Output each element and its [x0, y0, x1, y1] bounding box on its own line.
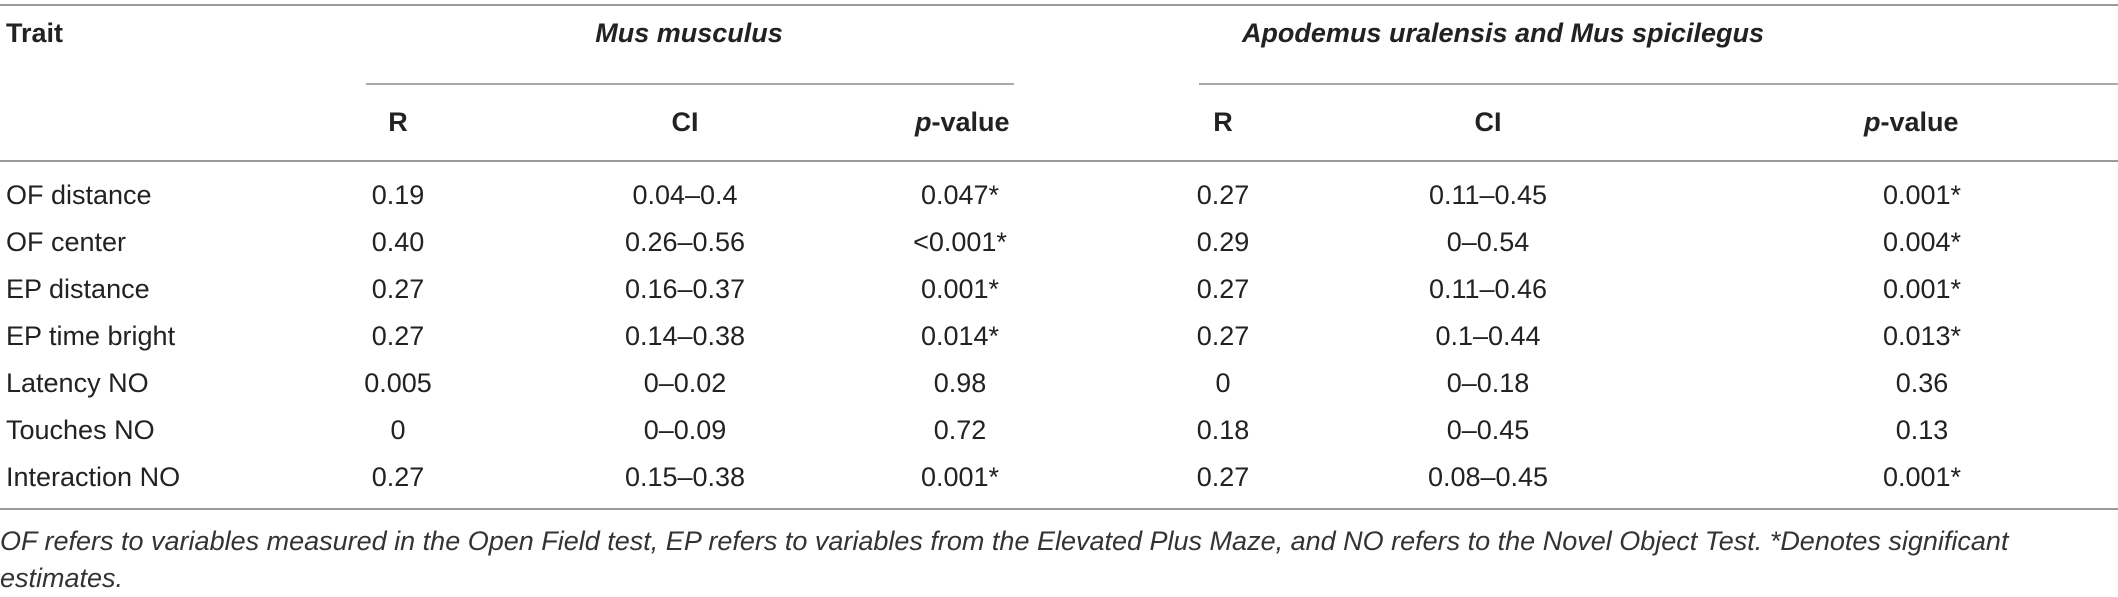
cell-p1: 0.047*: [920, 180, 1000, 210]
header-p-italic: p: [915, 107, 932, 137]
cell-ci1: 0–0.09: [643, 415, 727, 445]
cell-p2: 0.13: [1895, 415, 1949, 445]
header-pvalue-1: p-value: [915, 106, 1010, 138]
header-p-rest: -value: [1880, 107, 1959, 137]
cell-r1: 0.005: [364, 368, 432, 398]
cell-p2: 0.001*: [1882, 462, 1962, 492]
group2-underline: [1199, 83, 2118, 85]
cell-trait: OF distance: [6, 180, 152, 210]
cell-ci2: 0–0.54: [1446, 227, 1530, 257]
cell-ci1: 0–0.02: [643, 368, 727, 398]
cell-p2: 0.004*: [1882, 227, 1962, 257]
cell-ci1: 0.26–0.56: [624, 227, 746, 257]
cell-r1: 0.19: [371, 180, 425, 210]
cell-p2: 0.001*: [1882, 180, 1962, 210]
cell-r1: 0: [390, 415, 406, 445]
cell-r2: 0.27: [1196, 180, 1250, 210]
cell-ci1: 0.04–0.4: [632, 180, 738, 210]
cell-trait: Interaction NO: [6, 462, 181, 492]
header-ci-2: CI: [1474, 107, 1502, 137]
cell-ci1: 0.14–0.38: [624, 321, 746, 351]
cell-trait: Latency NO: [6, 368, 149, 398]
header-pvalue-2: p-value: [1864, 106, 1959, 138]
cell-r2: 0.29: [1196, 227, 1250, 257]
cell-r1: 0.27: [371, 321, 425, 351]
header-r-2: R: [1213, 107, 1233, 137]
cell-p1: 0.014*: [920, 321, 1000, 351]
cell-r1: 0.40: [371, 227, 425, 257]
cell-p1: 0.72: [933, 415, 987, 445]
cell-ci2: 0–0.18: [1446, 368, 1530, 398]
cell-ci1: 0.15–0.38: [624, 462, 746, 492]
cell-p2: 0.001*: [1882, 274, 1962, 304]
table-top-rule: [0, 4, 2118, 6]
cell-p1: <0.001*: [913, 227, 1007, 257]
cell-r2: 0.27: [1196, 321, 1250, 351]
header-ci-1: CI: [671, 107, 699, 137]
header-trait: Trait: [6, 18, 64, 48]
cell-trait: EP distance: [6, 274, 150, 304]
cell-ci2: 0.11–0.46: [1428, 274, 1548, 304]
header-p-rest: -value: [931, 107, 1010, 137]
cell-p1: 0.98: [933, 368, 987, 398]
cell-ci2: 0–0.45: [1446, 415, 1530, 445]
cell-r2: 0.27: [1196, 462, 1250, 492]
cell-r1: 0.27: [371, 462, 425, 492]
group1-underline: [366, 83, 1014, 85]
cell-ci2: 0.08–0.45: [1427, 462, 1549, 492]
cell-r2: 0.18: [1196, 415, 1250, 445]
cell-r1: 0.27: [371, 274, 425, 304]
cell-p2: 0.013*: [1882, 321, 1962, 351]
cell-trait: Touches NO: [6, 415, 155, 445]
cell-ci2: 0.11–0.45: [1428, 180, 1548, 210]
cell-ci2: 0.1–0.44: [1435, 321, 1541, 351]
cell-p1: 0.001*: [920, 274, 1000, 304]
header-group-apodemus-mus-spicilegus: Apodemus uralensis and Mus spicilegus: [1241, 18, 1765, 48]
cell-trait: EP time bright: [6, 321, 176, 351]
cell-trait: OF center: [6, 227, 127, 257]
cell-p1: 0.001*: [920, 462, 1000, 492]
table-bottom-rule: [0, 508, 2118, 510]
header-p-italic: p: [1864, 107, 1881, 137]
cell-r2: 0.27: [1196, 274, 1250, 304]
table-footnote: OF refers to variables measured in the O…: [0, 526, 2009, 593]
cell-ci1: 0.16–0.37: [624, 274, 746, 304]
header-r-1: R: [388, 107, 408, 137]
cell-p2: 0.36: [1895, 368, 1949, 398]
cell-r2: 0: [1215, 368, 1231, 398]
header-group-mus-musculus: Mus musculus: [595, 18, 783, 48]
header-bottom-rule: [0, 160, 2118, 162]
